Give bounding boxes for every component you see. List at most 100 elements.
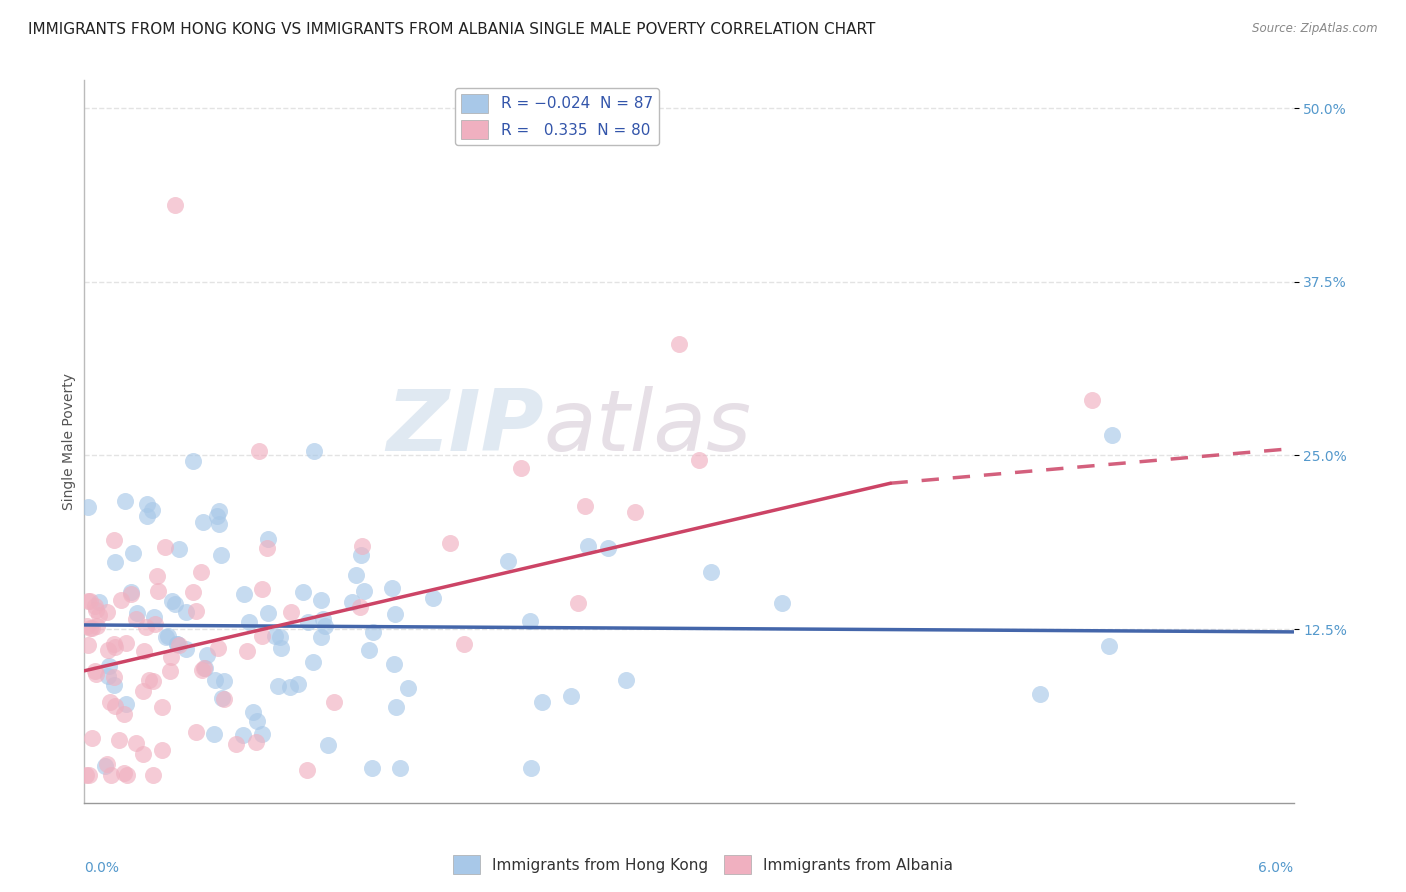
Point bbox=[382, 657, 405, 672]
Point bbox=[453, 637, 475, 651]
Point bbox=[297, 615, 319, 629]
Point bbox=[155, 540, 177, 554]
Point bbox=[247, 444, 270, 458]
Point bbox=[208, 504, 231, 518]
Point bbox=[146, 584, 169, 599]
Point bbox=[122, 546, 145, 560]
Point bbox=[159, 664, 181, 678]
Point bbox=[302, 443, 325, 458]
Point bbox=[142, 674, 165, 689]
Point bbox=[96, 606, 118, 620]
Point bbox=[125, 612, 148, 626]
Point bbox=[225, 737, 247, 751]
Point bbox=[340, 595, 363, 609]
Point bbox=[104, 640, 127, 654]
Point bbox=[76, 619, 98, 633]
Point bbox=[167, 638, 190, 652]
Point bbox=[614, 673, 637, 688]
Point bbox=[146, 569, 169, 583]
Point bbox=[250, 629, 273, 643]
Point bbox=[103, 637, 125, 651]
Point bbox=[422, 591, 444, 606]
Point bbox=[103, 698, 125, 713]
Point bbox=[120, 587, 142, 601]
Point bbox=[138, 673, 160, 688]
Point bbox=[688, 453, 710, 467]
Point bbox=[174, 642, 197, 657]
Point bbox=[496, 554, 519, 568]
Point bbox=[87, 607, 110, 622]
Point bbox=[94, 759, 117, 773]
Point bbox=[250, 582, 273, 597]
Point bbox=[114, 494, 136, 508]
Point bbox=[160, 650, 183, 665]
Point bbox=[349, 599, 371, 614]
Point bbox=[120, 584, 142, 599]
Point bbox=[86, 666, 108, 681]
Point bbox=[167, 541, 190, 556]
Point bbox=[117, 768, 139, 782]
Point bbox=[250, 727, 273, 741]
Point bbox=[166, 637, 188, 651]
Point bbox=[245, 735, 267, 749]
Point bbox=[160, 594, 183, 608]
Point bbox=[314, 619, 336, 633]
Point bbox=[82, 731, 104, 745]
Point bbox=[236, 643, 259, 657]
Point bbox=[103, 678, 125, 692]
Point bbox=[311, 593, 333, 607]
Point bbox=[135, 620, 157, 634]
Text: 6.0%: 6.0% bbox=[1258, 861, 1294, 874]
Point bbox=[132, 684, 155, 698]
Point bbox=[134, 644, 156, 658]
Point bbox=[1029, 687, 1052, 701]
Point bbox=[80, 621, 103, 635]
Point bbox=[344, 568, 367, 582]
Point bbox=[209, 548, 232, 562]
Point bbox=[79, 594, 101, 608]
Point bbox=[256, 541, 278, 556]
Point bbox=[323, 695, 346, 709]
Point bbox=[115, 636, 138, 650]
Point bbox=[350, 548, 373, 562]
Point bbox=[574, 499, 596, 513]
Point bbox=[361, 624, 384, 639]
Point bbox=[79, 621, 101, 635]
Point bbox=[181, 454, 204, 468]
Point bbox=[560, 689, 582, 703]
Point bbox=[150, 742, 173, 756]
Point bbox=[163, 597, 186, 611]
Point bbox=[312, 612, 335, 626]
Y-axis label: Single Male Poverty: Single Male Poverty bbox=[62, 373, 76, 510]
Point bbox=[520, 761, 543, 775]
Point bbox=[112, 766, 135, 780]
Point bbox=[142, 768, 165, 782]
Point bbox=[287, 677, 309, 691]
Point bbox=[519, 614, 541, 628]
Point bbox=[301, 655, 323, 669]
Point bbox=[242, 705, 264, 719]
Point bbox=[267, 679, 290, 693]
Point bbox=[263, 629, 285, 643]
Point bbox=[193, 515, 215, 529]
Point bbox=[207, 508, 229, 523]
Point bbox=[384, 607, 406, 622]
Text: IMMIGRANTS FROM HONG KONG VS IMMIGRANTS FROM ALBANIA SINGLE MALE POVERTY CORRELA: IMMIGRANTS FROM HONG KONG VS IMMIGRANTS … bbox=[28, 22, 876, 37]
Point bbox=[269, 630, 291, 644]
Point bbox=[97, 659, 120, 673]
Legend: Immigrants from Hong Kong, Immigrants from Albania: Immigrants from Hong Kong, Immigrants fr… bbox=[447, 849, 959, 880]
Point bbox=[166, 636, 188, 650]
Point bbox=[567, 596, 589, 610]
Point bbox=[84, 599, 107, 613]
Point bbox=[389, 761, 412, 775]
Point bbox=[77, 500, 100, 515]
Point bbox=[183, 585, 205, 599]
Point bbox=[596, 541, 619, 556]
Point bbox=[207, 641, 229, 656]
Point bbox=[352, 539, 374, 553]
Point bbox=[184, 604, 207, 618]
Point bbox=[89, 594, 111, 608]
Point bbox=[232, 586, 254, 600]
Point bbox=[211, 690, 233, 705]
Point bbox=[136, 508, 159, 523]
